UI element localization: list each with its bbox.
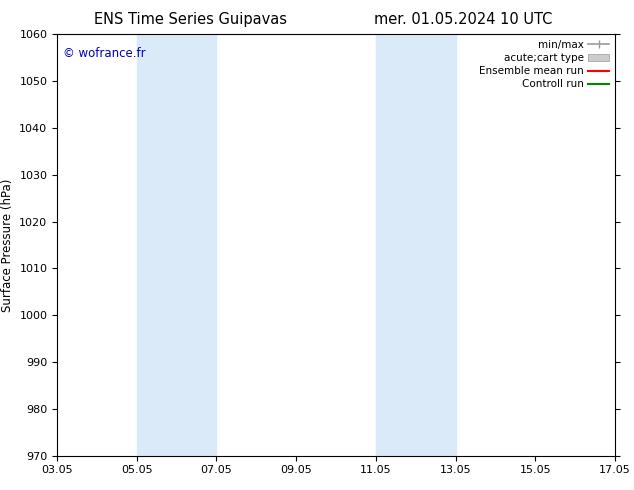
Text: © wofrance.fr: © wofrance.fr <box>63 47 145 60</box>
Text: mer. 01.05.2024 10 UTC: mer. 01.05.2024 10 UTC <box>373 12 552 27</box>
Bar <box>137 34 216 456</box>
Y-axis label: Surface Pressure (hPa): Surface Pressure (hPa) <box>1 178 14 312</box>
Text: ENS Time Series Guipavas: ENS Time Series Guipavas <box>94 12 287 27</box>
Bar <box>376 34 456 456</box>
Legend: min/max, acute;cart type, Ensemble mean run, Controll run: min/max, acute;cart type, Ensemble mean … <box>479 40 609 89</box>
